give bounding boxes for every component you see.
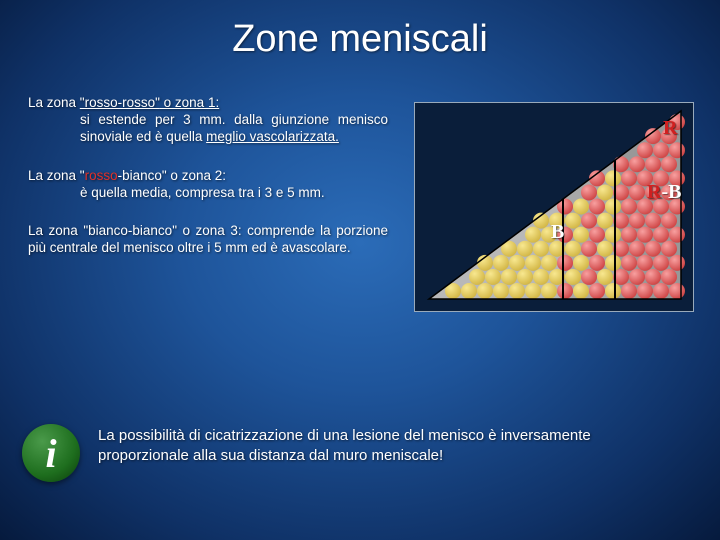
zones-text: La zona "rosso-rosso" o zona 1: si esten… [28,95,388,279]
zone-2-body: è quella media, compresa tra i 3 e 5 mm. [80,185,325,200]
diagram-label-rb: R-B [647,181,681,204]
zone-2-head-pre: La zona " [28,168,85,183]
zone-1-body-b: meglio vascolarizzata. [206,129,339,144]
info-icon: i [22,424,80,482]
zone-3: La zona "bianco-bianco" o zona 3: compre… [28,223,388,257]
zone-2: La zona "rosso-bianco" o zona 2: è quell… [28,168,388,202]
zone-2-head-red: rosso [85,168,118,183]
page-title: Zone meniscali [0,0,720,61]
meniscus-diagram: R R-B B [414,102,694,312]
zone-1-head-post: o zona 1: [160,95,219,110]
diagram-label-r: R [663,117,677,140]
zone-3-text: La zona "bianco-bianco" o zona 3: compre… [28,223,388,255]
info-text: La possibilità di cicatrizzazione di una… [98,424,682,465]
zone-1-head-pre: La zona [28,95,80,110]
zone-1: La zona "rosso-rosso" o zona 1: si esten… [28,95,388,146]
zone-1-head-quote: "rosso-rosso" [80,95,160,110]
zone-2-head-rest: -bianco" o zona 2: [118,168,226,183]
info-callout: i La possibilità di cicatrizzazione di u… [22,424,682,482]
diagram-label-b: B [551,221,564,244]
